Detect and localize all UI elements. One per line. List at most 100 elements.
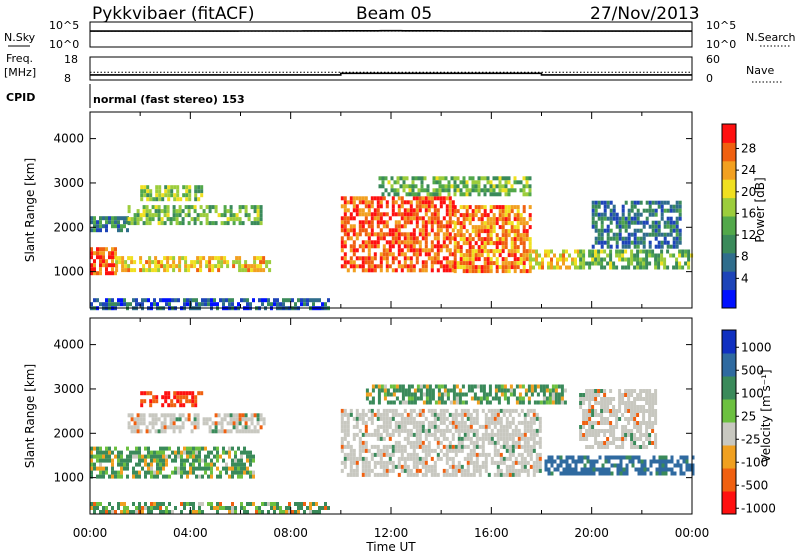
echo-cell [681,253,685,258]
echo-cell [117,458,120,463]
echo-cell [682,471,686,476]
echo-cell [349,256,353,261]
echo-cell [640,467,644,472]
echo-cell [176,185,180,190]
echo-cell [621,236,625,241]
echo-cell [147,454,150,459]
echo-cell [595,459,599,464]
echo-cell [400,420,404,425]
echo-cell [154,413,158,418]
echo-cell [627,265,631,270]
echo-cell [630,405,634,409]
echo-cell [117,450,120,455]
echo-cell [273,302,276,307]
echo-cell [606,429,610,433]
echo-cell [459,265,463,270]
echo-cell [300,506,303,510]
echo-cell [111,251,114,256]
echo-cell [151,421,155,426]
echo-cell [90,466,93,471]
echo-cell [666,265,670,270]
echo-cell [463,408,467,413]
echo-cell [213,446,216,451]
echo-cell [427,468,431,473]
echo-cell [358,436,362,441]
echo-cell [660,244,664,249]
echo-cell [670,459,674,464]
echo-cell [376,240,380,245]
echo-cell [675,216,679,221]
echo-cell [529,416,533,421]
echo-cell [648,405,652,409]
echo-cell [364,220,368,225]
echo-cell [430,240,434,245]
echo-cell [483,249,487,254]
echo-cell [550,471,554,476]
echo-cell [672,228,676,233]
echo-cell [645,401,649,405]
echo-cell [114,251,117,256]
echo-cell [346,220,350,225]
echo-cell [490,416,494,421]
echo-cell [219,474,222,479]
echo-cell [621,401,625,405]
echo-cell [535,460,539,465]
echo-cell [419,388,423,393]
echo-cell [658,459,662,464]
echo-cell [468,269,472,274]
echo-cell [379,196,383,201]
echo-cell [627,393,631,397]
echo-cell [482,384,486,389]
echo-cell [93,502,96,506]
echo-cell [197,391,201,396]
echo-cell [523,440,527,445]
echo-cell [168,510,171,514]
echo-cell [397,228,401,233]
echo-cell [528,184,532,189]
echo-cell [223,417,227,422]
echo-cell [471,176,475,181]
echo-cell [513,213,517,218]
echo-cell [496,416,500,421]
echo-cell [442,244,446,249]
echo-cell [504,188,508,193]
echo-cell [108,510,111,514]
echo-cell [517,432,521,437]
echo-cell [480,253,484,258]
echo-cell [246,466,249,471]
echo-cell [262,268,266,273]
echo-cell [214,221,218,226]
echo-cell [594,413,598,417]
echo-cell [471,253,475,258]
echo-cell [529,408,533,413]
echo-cell [154,429,158,434]
echo-cell [551,384,555,389]
echo-cell [594,433,598,437]
echo-cell [664,471,668,476]
echo-cell [405,192,409,197]
echo-cell [522,257,526,262]
echo-cell [412,424,416,429]
echo-cell [377,388,381,393]
echo-cell [226,217,230,222]
echo-cell [391,196,395,201]
echo-cell [144,454,147,459]
echo-cell [415,216,419,221]
echo-cell [648,393,652,397]
echo-cell [525,237,529,242]
echo-cell [509,388,513,393]
echo-cell [580,459,584,464]
echo-cell [497,396,501,401]
echo-cell [408,192,412,197]
echo-cell [430,256,434,261]
echo-cell [162,454,165,459]
echo-cell [340,428,344,433]
echo-cell [463,428,467,433]
echo-cell [364,256,368,261]
echo-cell [615,265,619,270]
echo-cell [117,228,120,233]
echo-cell [343,460,347,465]
echo-cell [474,180,478,185]
echo-cell [502,424,506,429]
echo-cell [445,436,449,441]
